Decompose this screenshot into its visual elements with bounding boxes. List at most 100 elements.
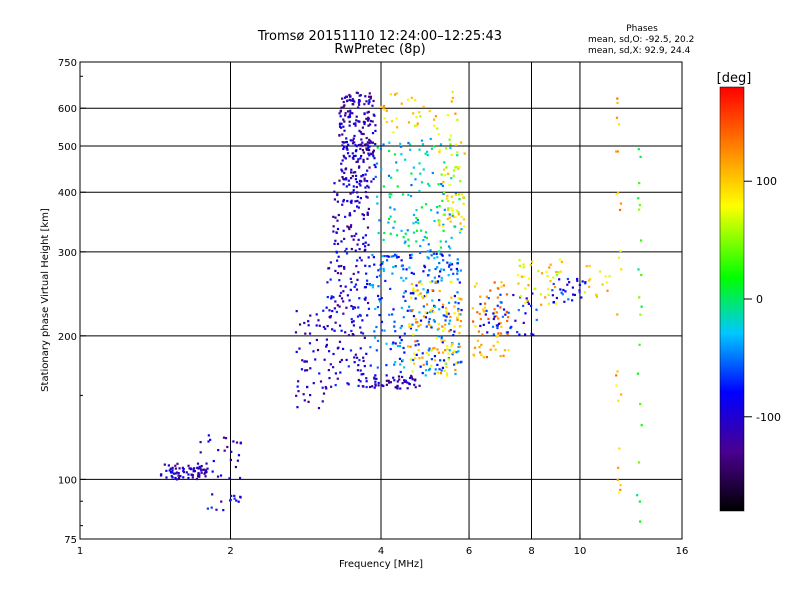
data-point (414, 340, 417, 343)
data-point (478, 312, 481, 316)
data-point (500, 285, 503, 288)
data-point (387, 379, 390, 382)
data-point (411, 323, 414, 326)
data-point (182, 476, 185, 479)
data-point (351, 103, 354, 106)
data-point (451, 209, 454, 212)
data-point (358, 256, 362, 259)
data-point (363, 179, 366, 182)
data-point (457, 302, 460, 305)
data-point (455, 362, 458, 365)
data-point (454, 368, 457, 372)
data-point (295, 310, 298, 313)
data-point (481, 333, 484, 336)
data-point (321, 400, 324, 403)
data-point (375, 349, 378, 352)
data-point (446, 217, 449, 221)
data-point (605, 281, 609, 284)
data-point (431, 289, 434, 292)
data-point (357, 384, 360, 387)
data-point (317, 406, 321, 410)
data-point (430, 358, 433, 361)
data-point (370, 180, 373, 183)
data-point (298, 323, 302, 326)
x-tick-label: 6 (466, 546, 472, 557)
data-point (376, 146, 379, 149)
data-point (449, 134, 452, 137)
data-point (589, 278, 592, 281)
data-point (441, 305, 444, 309)
data-point (175, 471, 179, 474)
data-point (561, 293, 564, 296)
data-point (333, 198, 337, 201)
colorbar-tick-label: 100 (756, 175, 777, 188)
data-point (639, 155, 642, 158)
data-point (358, 120, 361, 123)
data-point (396, 385, 399, 388)
data-point (444, 147, 448, 150)
data-point (353, 234, 356, 238)
data-point (296, 406, 299, 409)
data-point (414, 178, 417, 181)
data-point (390, 255, 393, 258)
data-point (413, 352, 416, 355)
data-point (447, 265, 451, 268)
data-point (408, 266, 411, 269)
data-point (353, 209, 356, 213)
data-point (473, 354, 476, 357)
data-point (334, 321, 337, 324)
data-point (399, 370, 402, 374)
data-point (430, 364, 433, 367)
data-point (424, 294, 428, 297)
data-point (445, 197, 448, 200)
data-point (185, 471, 188, 474)
data-point (349, 224, 353, 227)
data-point (433, 354, 437, 358)
data-point (326, 281, 329, 284)
data-point (417, 281, 421, 284)
data-point (174, 472, 177, 475)
data-point (357, 306, 360, 309)
data-point (369, 284, 372, 287)
data-point (382, 104, 386, 108)
data-point (410, 271, 413, 275)
data-point (394, 330, 397, 333)
data-point (415, 353, 418, 356)
data-point (347, 365, 350, 368)
data-point (403, 291, 406, 295)
data-point (410, 253, 413, 256)
data-point (545, 270, 548, 273)
data-point (388, 193, 391, 196)
data-point (485, 309, 488, 312)
data-point (527, 284, 530, 287)
data-point (418, 357, 421, 360)
data-point (638, 296, 641, 299)
data-point (492, 317, 495, 321)
data-point (442, 213, 445, 216)
data-point (195, 477, 198, 481)
data-point (371, 284, 375, 287)
data-point (615, 384, 618, 387)
data-point (460, 215, 463, 218)
data-point (349, 200, 352, 203)
data-point (375, 325, 378, 329)
data-point (352, 137, 355, 140)
data-point (400, 324, 403, 328)
data-point (451, 353, 454, 356)
data-point (385, 364, 388, 367)
data-point (510, 325, 513, 328)
data-point (344, 112, 347, 115)
data-point (385, 374, 388, 377)
data-point (329, 278, 332, 281)
data-point (346, 99, 349, 102)
data-point (352, 157, 355, 160)
data-point (371, 120, 374, 123)
data-point (199, 451, 202, 454)
data-point (177, 474, 180, 477)
data-point (360, 138, 363, 141)
data-point (433, 372, 436, 375)
data-point (432, 118, 436, 121)
data-point (329, 261, 332, 264)
data-point (448, 322, 451, 325)
data-point (421, 371, 424, 375)
